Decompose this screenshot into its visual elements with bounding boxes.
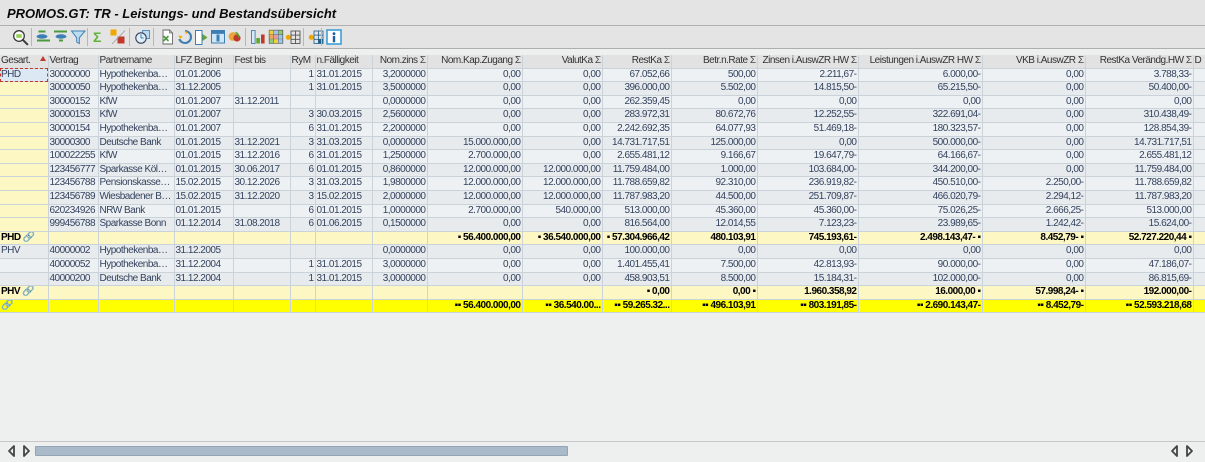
svg-text:Σ: Σ xyxy=(93,29,101,45)
